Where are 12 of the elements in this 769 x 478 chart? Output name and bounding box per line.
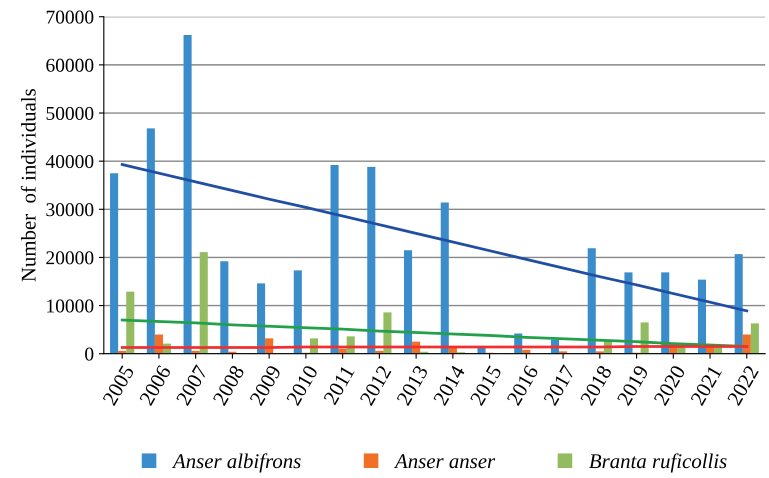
y-tick-label: 30000: [46, 203, 94, 216]
y-tick-label: 40000: [46, 154, 94, 168]
legend-label: Branta ruficollis: [589, 453, 727, 472]
legend-label: Anser anser: [394, 454, 496, 468]
y-axis-title: Number of individuals: [20, 89, 36, 282]
y-tick-label: 20000: [46, 251, 94, 264]
y-tick-label: 10000: [47, 299, 94, 313]
legend-label: Anser albifrons: [172, 453, 301, 472]
y-tick-label: 50000: [46, 106, 94, 120]
y-tick-label: 70000: [46, 10, 94, 24]
y-tick-label: 0: [85, 348, 94, 361]
y-tick-label: 60000: [46, 58, 94, 72]
